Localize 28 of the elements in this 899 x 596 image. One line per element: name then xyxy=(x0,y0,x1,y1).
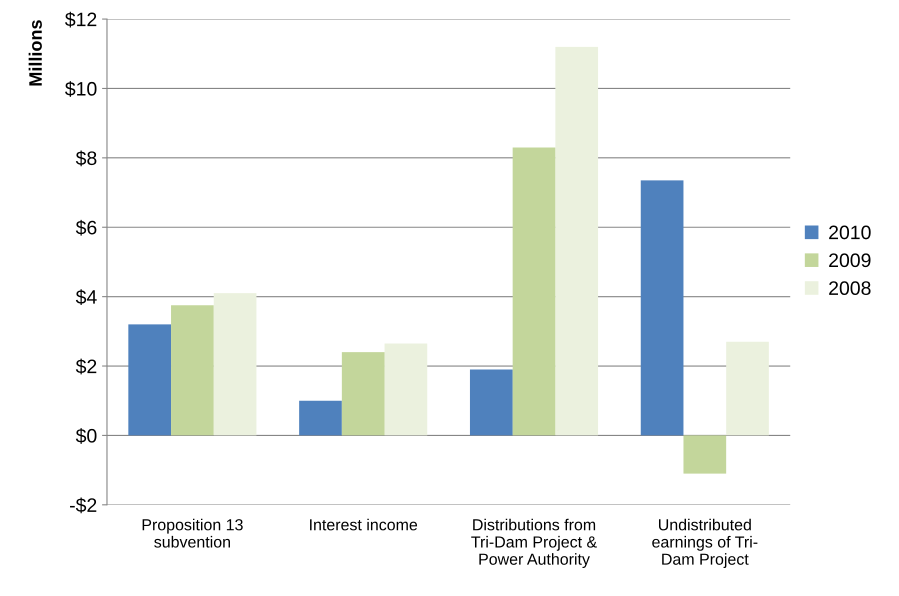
legend-label: 2008 xyxy=(829,281,871,296)
bar xyxy=(555,46,598,436)
bar xyxy=(214,293,256,436)
bar xyxy=(683,435,726,474)
y-tick-label: -$2 xyxy=(70,497,96,514)
bar xyxy=(640,180,684,436)
y-tick-label: $12 xyxy=(65,12,96,28)
bar xyxy=(470,370,513,436)
bar xyxy=(512,147,556,436)
y-tick-label: $0 xyxy=(76,428,96,444)
bar xyxy=(342,352,385,436)
bar xyxy=(299,400,342,436)
y-tick-label: $10 xyxy=(65,81,96,97)
legend-label: 2010 xyxy=(829,226,871,240)
y-tick-label: $8 xyxy=(76,150,96,166)
bar xyxy=(171,305,214,436)
x-tick-label: Proposition 13 subvention xyxy=(142,518,243,548)
x-tick-label: Distributions from Tri-Dam Project & Power Authority xyxy=(471,518,597,568)
x-tick-label: Interest income xyxy=(310,518,418,530)
y-axis-title: Millions xyxy=(28,20,42,86)
bar xyxy=(384,343,428,436)
y-tick-label: $4 xyxy=(76,289,97,306)
y-tick-label: $2 xyxy=(76,358,96,374)
y-tick-label: $6 xyxy=(76,220,96,236)
x-tick-label: Undistributed earnings of Tri- Dam Project xyxy=(652,518,758,568)
bar xyxy=(128,324,172,436)
legend-label: 2009 xyxy=(829,253,870,268)
bar xyxy=(726,342,769,436)
